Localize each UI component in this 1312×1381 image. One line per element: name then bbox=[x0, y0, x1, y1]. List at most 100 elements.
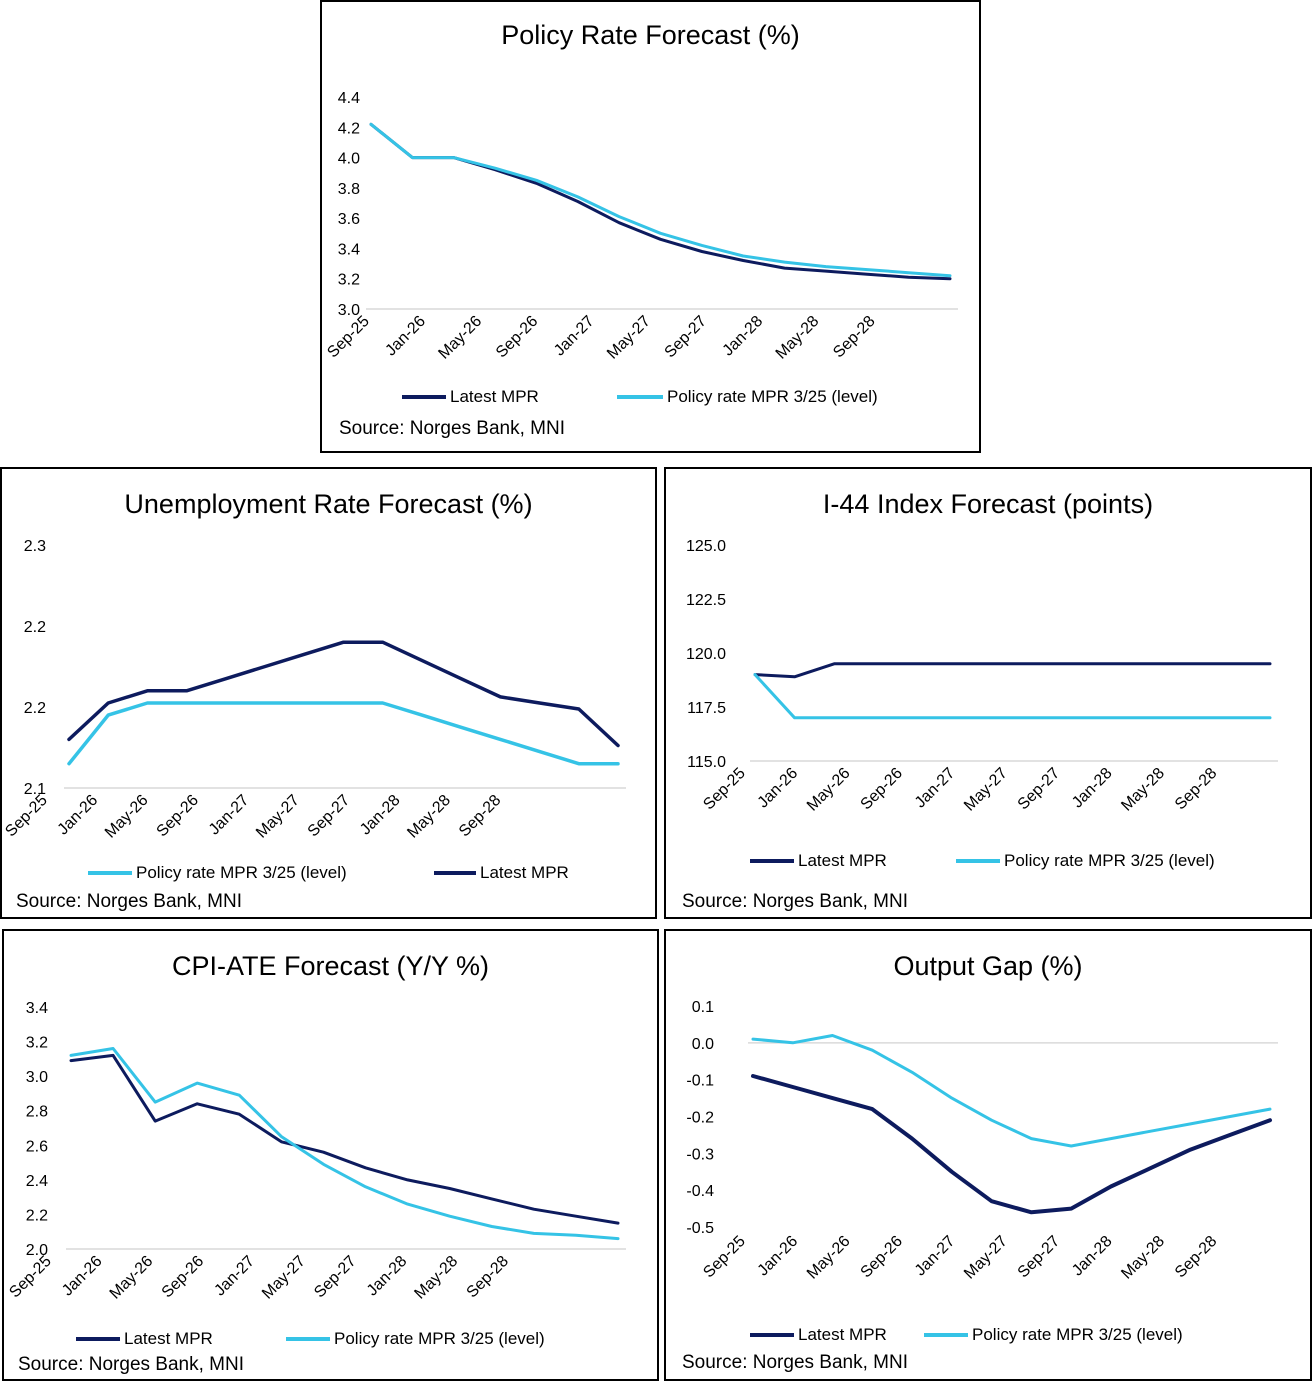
y-tick-label: 3.2 bbox=[26, 1035, 48, 1052]
x-tick-label: Jan-27 bbox=[206, 792, 253, 839]
x-tick-label: Jan-27 bbox=[551, 313, 598, 360]
y-tick-label: 2.4 bbox=[26, 1173, 48, 1190]
x-tick-label: May-26 bbox=[107, 1253, 157, 1303]
x-tick-label: Jan-28 bbox=[720, 313, 767, 360]
x-tick-label: May-26 bbox=[435, 313, 485, 363]
y-tick-label: 3.0 bbox=[26, 1069, 48, 1086]
x-tick-label: May-28 bbox=[1118, 1233, 1168, 1283]
x-tick-label: Sep-26 bbox=[159, 1253, 208, 1302]
source-note: Source: Norges Bank, MNI bbox=[682, 1352, 908, 1373]
legend-policy: Policy rate MPR 3/25 (level) bbox=[286, 1329, 545, 1349]
source-note: Source: Norges Bank, MNI bbox=[16, 891, 242, 912]
x-tick-label: Sep-27 bbox=[1015, 1233, 1064, 1282]
y-tick-label: 117.5 bbox=[687, 700, 726, 717]
legend-swatch-policy bbox=[924, 1333, 968, 1337]
legend-label: Latest MPR bbox=[798, 1325, 887, 1344]
x-tick-label: Jan-26 bbox=[755, 1233, 802, 1280]
legend-swatch-latest bbox=[750, 859, 794, 863]
x-tick-label: Sep-28 bbox=[1172, 1233, 1221, 1282]
legend-policy: Policy rate MPR 3/25 (level) bbox=[88, 863, 347, 883]
x-tick-label: Sep-26 bbox=[858, 765, 907, 814]
legend-swatch-latest bbox=[434, 871, 476, 875]
x-tick-label: Sep-28 bbox=[830, 313, 879, 362]
x-tick-label: Jan-27 bbox=[912, 765, 959, 812]
y-tick-label: -0.2 bbox=[686, 1110, 714, 1127]
x-tick-label: May-27 bbox=[961, 765, 1011, 815]
series-line-policy-mpr-3-25 bbox=[69, 1047, 620, 1241]
x-tick-label: Jan-27 bbox=[912, 1233, 959, 1280]
y-tick-label: 115.0 bbox=[687, 754, 726, 771]
x-tick-label: May-28 bbox=[773, 313, 823, 363]
unemployment-panel: Unemployment Rate Forecast (%) 2.1 2.2 2.2… bbox=[0, 467, 657, 919]
series-line-policy-mpr-3-25 bbox=[751, 1034, 1272, 1148]
x-tick-label: May-26 bbox=[804, 1233, 854, 1283]
legend-label: Latest MPR bbox=[124, 1329, 213, 1348]
legend-swatch-policy bbox=[956, 859, 1000, 863]
y-tick-label: 0.1 bbox=[692, 999, 714, 1016]
x-tick-label: Jan-28 bbox=[364, 1253, 411, 1300]
y-tick-label: 2.1 bbox=[24, 781, 46, 798]
series-line-policy-mpr-3-25 bbox=[369, 122, 952, 278]
cpi-ate-panel: CPI-ATE Forecast (Y/Y %) 2.0 2.2 2.4 2.6 2.8… bbox=[2, 929, 659, 1381]
x-tick-label: May-27 bbox=[253, 792, 303, 842]
legend-label: Latest MPR bbox=[798, 851, 887, 870]
i44-panel: I-44 Index Forecast (points) 115.0 117.5 1… bbox=[664, 467, 1312, 919]
x-tick-label: May-27 bbox=[604, 313, 654, 363]
x-tick-label: May-27 bbox=[961, 1233, 1011, 1283]
source-note: Source: Norges Bank, MNI bbox=[339, 418, 565, 439]
y-tick-label: 2.2 bbox=[24, 619, 46, 636]
x-tick-label: Sep-25 bbox=[2, 792, 51, 841]
x-tick-label: Sep-28 bbox=[1172, 765, 1221, 814]
output-gap-panel: Output Gap (%) -0.5 -0.4 -0.3 -0.2 -0.1 0.0 0.… bbox=[664, 929, 1312, 1381]
panel-title: Output Gap (%) bbox=[893, 951, 1083, 981]
x-tick-label: Sep-26 bbox=[858, 1233, 907, 1282]
y-tick-label: -0.3 bbox=[686, 1146, 714, 1163]
y-tick-label: 4.4 bbox=[338, 90, 360, 107]
policy-rate-panel: Policy Rate Forecast (%) 3.0 3.2 3.4 3.6 3.8… bbox=[320, 0, 981, 453]
series-line-latest-mpr bbox=[751, 1074, 1272, 1215]
legend-latest: Latest MPR bbox=[434, 863, 569, 883]
legend-latest: Latest MPR bbox=[750, 1325, 887, 1345]
legend-label: Latest MPR bbox=[480, 863, 569, 882]
legend-policy: Policy rate MPR 3/25 (level) bbox=[617, 387, 878, 407]
y-tick-label: 4.2 bbox=[338, 120, 360, 137]
legend-policy: Policy rate MPR 3/25 (level) bbox=[956, 851, 1215, 871]
y-tick-label: 0.0 bbox=[692, 1036, 714, 1053]
series-line-latest-mpr bbox=[369, 122, 952, 281]
x-tick-label: Jan-28 bbox=[357, 792, 404, 839]
x-tick-label: Jan-26 bbox=[55, 792, 102, 839]
x-tick-label: Sep-26 bbox=[493, 313, 542, 362]
series-line-policy-mpr-3-25 bbox=[67, 701, 620, 766]
x-tick-label: Jan-27 bbox=[211, 1253, 258, 1300]
x-tick-label: Sep-25 bbox=[324, 313, 373, 362]
legend-latest: Latest MPR bbox=[750, 851, 887, 871]
legend-label: Latest MPR bbox=[450, 387, 539, 406]
y-tick-label: 3.6 bbox=[338, 211, 360, 228]
legend-label: Policy rate MPR 3/25 (level) bbox=[136, 863, 347, 882]
y-tick-label: -0.1 bbox=[686, 1073, 714, 1090]
y-tick-label: -0.5 bbox=[686, 1220, 714, 1237]
legend-latest: Latest MPR bbox=[402, 387, 539, 407]
series-line-latest-mpr bbox=[69, 1053, 620, 1225]
x-tick-label: May-28 bbox=[1118, 765, 1168, 815]
y-tick-label: 2.8 bbox=[26, 1104, 48, 1121]
y-tick-label: 3.0 bbox=[338, 302, 360, 319]
y-tick-label: 3.4 bbox=[338, 241, 360, 258]
x-tick-label: Sep-28 bbox=[464, 1253, 513, 1302]
legend-swatch-latest bbox=[402, 395, 446, 399]
x-tick-label: Sep-26 bbox=[154, 792, 203, 841]
x-tick-label: May-27 bbox=[259, 1253, 309, 1303]
legend-label: Policy rate MPR 3/25 (level) bbox=[334, 1329, 545, 1348]
series-line-latest-mpr bbox=[67, 640, 620, 748]
y-tick-label: 120.0 bbox=[686, 646, 726, 663]
y-tick-label: 122.5 bbox=[686, 592, 726, 609]
panel-title: CPI-ATE Forecast (Y/Y %) bbox=[171, 951, 490, 981]
y-tick-label: 4.0 bbox=[338, 151, 360, 168]
x-tick-label: Jan-28 bbox=[1069, 765, 1116, 812]
series-line-latest-mpr bbox=[753, 662, 1272, 679]
x-tick-label: Jan-26 bbox=[382, 313, 429, 360]
